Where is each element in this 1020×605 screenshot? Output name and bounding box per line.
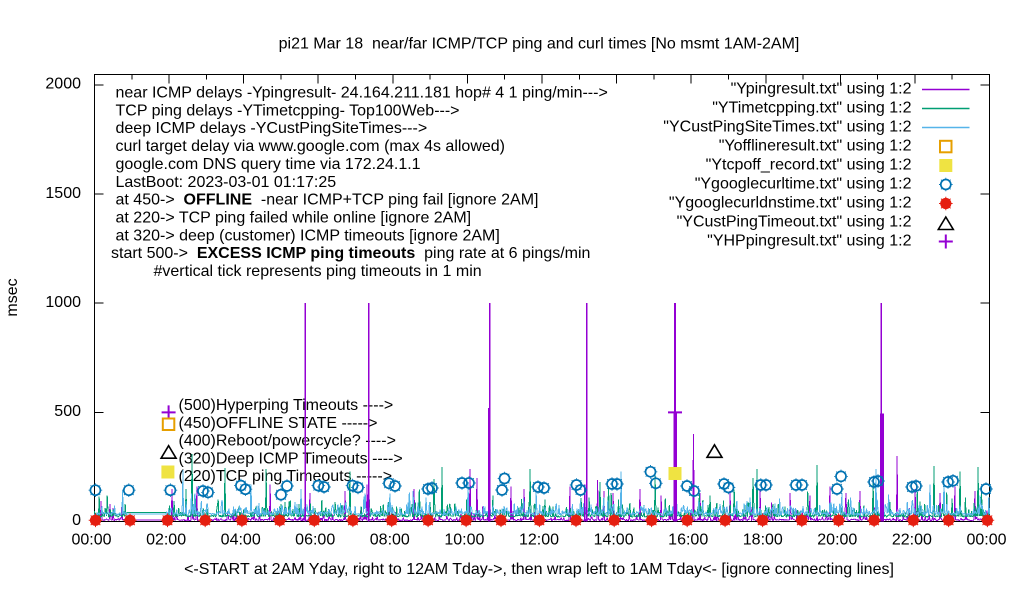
svg-text:1500: 1500	[45, 185, 81, 202]
svg-text:1000: 1000	[45, 294, 81, 311]
svg-text:00:00: 00:00	[71, 532, 111, 549]
svg-text:(320)Deep ICMP Timeouts ---->: (320)Deep ICMP Timeouts ---->	[179, 450, 403, 467]
svg-text:02:00: 02:00	[146, 532, 186, 549]
svg-text:14:00: 14:00	[594, 532, 634, 549]
svg-text:06:00: 06:00	[295, 532, 335, 549]
svg-text:#vertical tick represents ping: #vertical tick represents ping timeouts …	[154, 263, 482, 280]
svg-text:10:00: 10:00	[444, 532, 484, 549]
svg-text:"Ygooglecurldnstime.txt" using: "Ygooglecurldnstime.txt" using 1:2	[669, 194, 912, 211]
svg-text:pi21 Mar 18 near/far ICMP/TCP: pi21 Mar 18 near/far ICMP/TCP ping and c…	[279, 36, 800, 53]
svg-text:at 450-> OFFLINE -near ICMP+: at 450-> OFFLINE -near ICMP+TCP ping fai…	[116, 192, 539, 209]
svg-text:00:00: 00:00	[966, 532, 1006, 549]
svg-text:20:00: 20:00	[817, 532, 857, 549]
svg-text:"YHPpingresult.txt" using 1:2: "YHPpingresult.txt" using 1:2	[707, 232, 911, 249]
svg-text:(400)Reboot/powercycle? ---->: (400)Reboot/powercycle? ---->	[179, 433, 396, 450]
svg-text:"Ygooglecurltime.txt" using 1:: "Ygooglecurltime.txt" using 1:2	[695, 175, 912, 192]
svg-text:msec: msec	[4, 278, 21, 316]
svg-text:0: 0	[72, 512, 81, 529]
svg-text:(500)Hyperping Timeouts ---->: (500)Hyperping Timeouts ---->	[179, 397, 394, 414]
svg-text:<-START at 2AM Yday, right to: <-START at 2AM Yday, right to 12AM Tday-…	[184, 561, 894, 578]
svg-text:08:00: 08:00	[370, 532, 410, 549]
svg-text:at 320-> deep (customer) ICMP: at 320-> deep (customer) ICMP timeouts […	[116, 227, 500, 244]
svg-text:"YCustPingTimeout.txt" using 1: "YCustPingTimeout.txt" using 1:2	[677, 213, 912, 230]
svg-text:"YTimetcpping.txt" using 1:2: "YTimetcpping.txt" using 1:2	[712, 99, 911, 116]
svg-text:at 220-> TCP ping failed while: at 220-> TCP ping failed while online [i…	[116, 210, 472, 227]
svg-text:22:00: 22:00	[892, 532, 932, 549]
svg-text:"Yofflineresult.txt" using 1:2: "Yofflineresult.txt" using 1:2	[719, 137, 912, 154]
svg-text:"Ytcpoff_record.txt" using 1:2: "Ytcpoff_record.txt" using 1:2	[706, 156, 912, 173]
svg-text:LastBoot: 2023-03-01 01:17:25: LastBoot: 2023-03-01 01:17:25	[116, 174, 337, 191]
svg-text:curl target delay via www.goog: curl target delay via www.google.com (ma…	[116, 138, 506, 155]
svg-text:2000: 2000	[45, 76, 81, 93]
svg-text:(450)OFFLINE STATE ----->: (450)OFFLINE STATE ----->	[179, 415, 378, 432]
svg-text:near ICMP delays -Ypingresult-: near ICMP delays -Ypingresult- 24.164.21…	[116, 85, 608, 102]
svg-text:(220)TCP ping Timeouts ----->: (220)TCP ping Timeouts ----->	[179, 468, 393, 485]
svg-text:start 500-> EXCESS ICMP ping: start 500-> EXCESS ICMP ping timeouts pi…	[111, 245, 590, 262]
svg-text:"Ypingresult.txt" using 1:2: "Ypingresult.txt" using 1:2	[731, 80, 912, 97]
svg-text:"YCustPingSiteTimes.txt" using: "YCustPingSiteTimes.txt" using 1:2	[663, 118, 911, 135]
svg-text:04:00: 04:00	[221, 532, 261, 549]
svg-text:TCP ping delays -YTimetcpping-: TCP ping delays -YTimetcpping- Top100Web…	[116, 102, 460, 119]
svg-text:18:00: 18:00	[743, 532, 783, 549]
svg-text:google.com DNS query time via: google.com DNS query time via 172.24.1.1	[116, 156, 421, 173]
svg-text:deep ICMP delays -YCustPingSit: deep ICMP delays -YCustPingSiteTimes--->	[116, 120, 428, 137]
svg-text:16:00: 16:00	[668, 532, 708, 549]
svg-text:12:00: 12:00	[519, 532, 559, 549]
svg-text:500: 500	[54, 403, 81, 420]
